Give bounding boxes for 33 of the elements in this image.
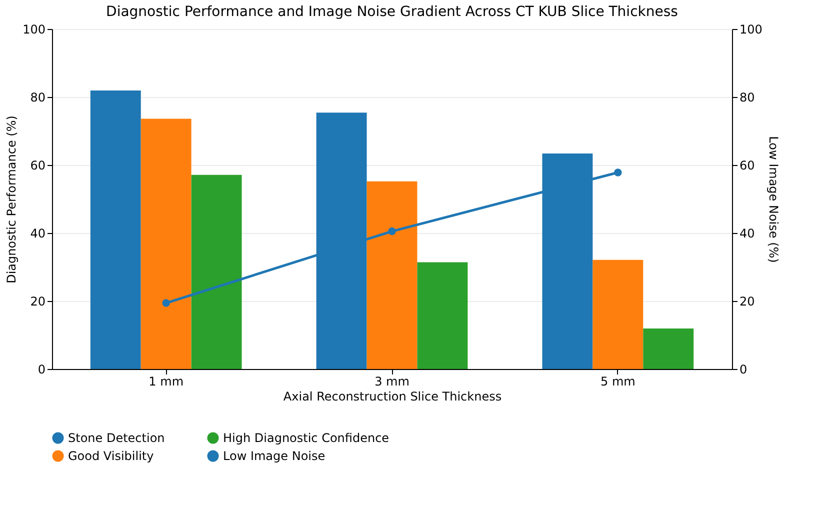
x-tick-label: 1 mm: [148, 374, 184, 388]
y2-tick-label: 100: [740, 22, 762, 36]
point: [162, 299, 170, 307]
bar: [417, 262, 468, 369]
y-tick-label: 100: [22, 22, 46, 36]
y-tick-label: 80: [30, 90, 46, 104]
x-tick-label: 3 mm: [374, 374, 410, 388]
y-tick-label: 60: [30, 158, 46, 172]
legend-label: Low Image Noise: [223, 449, 326, 463]
bar: [592, 260, 644, 369]
y-tick-label: 40: [30, 226, 46, 240]
y2-tick-label: 40: [740, 226, 755, 240]
x-axis-title: Axial Reconstruction Slice Thickness: [283, 390, 502, 404]
y2-axis-title: Low Image Noise (%): [766, 136, 780, 263]
legend-label: Good Visibility: [68, 449, 154, 463]
y2-tick-label: 0: [740, 362, 748, 376]
y-tick-label: 0: [38, 362, 46, 376]
legend-label: Stone Detection: [68, 431, 165, 445]
point: [388, 227, 396, 236]
y-axis-title: Diagnostic Performance (%): [4, 116, 19, 284]
bar: [366, 181, 418, 369]
chart-title: Diagnostic Performance and Image Noise Gradient Across CT KUB Slice Thickness: [106, 4, 678, 20]
bar: [140, 118, 192, 369]
bar: [643, 328, 694, 369]
legend-label: High Diagnostic Confidence: [223, 431, 390, 445]
point: [614, 168, 622, 176]
x-tick-label: 5 mm: [600, 374, 636, 388]
bar: [90, 90, 141, 369]
bar: [191, 174, 242, 369]
y-tick-label: 20: [30, 294, 46, 308]
y2-tick-label: 60: [740, 158, 755, 172]
y2-tick-label: 20: [740, 294, 755, 308]
y2-tick-label: 80: [740, 90, 755, 104]
